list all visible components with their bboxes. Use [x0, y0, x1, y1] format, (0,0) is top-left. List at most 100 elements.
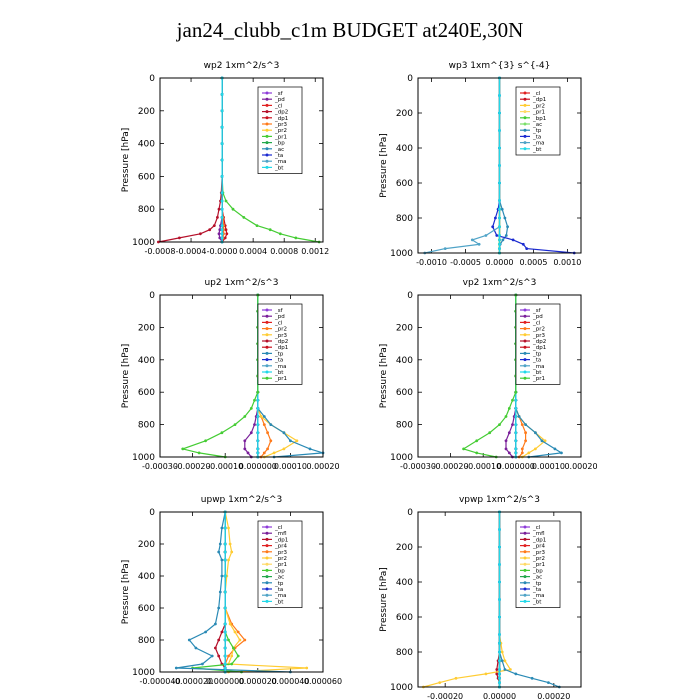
data-point — [216, 216, 219, 219]
data-point — [223, 622, 227, 626]
data-point — [498, 146, 501, 150]
data-point — [520, 451, 524, 455]
legend-label: _cl — [532, 91, 541, 97]
legend-marker — [265, 103, 269, 107]
data-point — [514, 423, 518, 426]
data-point — [514, 431, 518, 435]
data-point — [220, 93, 224, 96]
legend-label: _ac — [274, 147, 284, 153]
data-point — [495, 668, 499, 671]
y-tick-label: 600 — [396, 179, 413, 189]
data-point — [500, 207, 504, 211]
legend-label: _dp1 — [532, 97, 546, 103]
chart-panel-4: vp2 1xm^2/s^3 Pressure [hPa] 0 200 400 600 800… — [379, 278, 598, 471]
x-tick-label: 0.000000 — [497, 462, 535, 471]
data-point — [243, 447, 247, 451]
legend-label: _dp1 — [274, 537, 288, 543]
chart-title: up2 1xm^2/s^3 — [204, 278, 278, 288]
legend-marker — [523, 593, 527, 597]
data-point — [495, 672, 499, 676]
data-point — [217, 207, 221, 211]
legend-marker — [265, 333, 269, 337]
page-title: jan24_clubb_c1m BUDGET at240E,30N — [176, 18, 524, 42]
legend-marker — [265, 141, 269, 145]
legend-label: _pr3 — [274, 333, 288, 339]
y-tick-label: 1000 — [390, 453, 413, 463]
legend-label: _dp1 — [274, 345, 288, 351]
data-point — [243, 415, 247, 418]
data-point — [507, 431, 511, 435]
x-tick-label: -0.00010 — [465, 462, 501, 471]
legend-label: _bt — [532, 147, 542, 153]
y-tick-label: 0 — [149, 508, 155, 518]
data-point — [498, 676, 501, 680]
legend-label: _cl — [274, 525, 283, 531]
legend-marker — [523, 525, 527, 529]
legend-label: _pr3 — [274, 122, 288, 128]
data-point — [223, 662, 227, 666]
data-point — [214, 646, 217, 650]
data-point — [454, 676, 458, 680]
data-point — [498, 545, 501, 549]
chart-title: vpwp 1xm^2/s^3 — [459, 495, 540, 505]
data-point — [560, 451, 563, 455]
data-point — [498, 633, 501, 636]
legend-marker — [523, 128, 527, 132]
legend-marker — [265, 320, 269, 324]
x-tick-label: -0.0005 — [450, 258, 481, 267]
y-axis-label: Pressure [hPa] — [379, 344, 389, 409]
legend-marker — [265, 544, 269, 548]
data-point — [504, 415, 508, 418]
data-point — [540, 439, 544, 443]
legend-marker — [265, 308, 269, 312]
legend-label: _mfl — [532, 531, 545, 537]
data-point — [462, 447, 465, 451]
legend-label: _dp1 — [532, 537, 546, 543]
y-tick-label: 200 — [396, 543, 413, 553]
data-point — [525, 247, 529, 251]
data-point — [256, 439, 260, 443]
data-point — [527, 451, 531, 455]
data-point — [543, 439, 547, 443]
chart-title: vp2 1xm^2/s^3 — [463, 278, 537, 288]
x-tick-label: -0.0008 — [145, 247, 176, 256]
data-point — [218, 228, 222, 232]
series-line-pr2 — [224, 511, 307, 673]
x-tick-label: 0.000060 — [304, 677, 342, 686]
data-point — [509, 668, 512, 671]
data-point — [514, 439, 518, 443]
data-point — [187, 638, 191, 642]
legend-label: _bt — [532, 370, 542, 376]
legend-label: _pd — [274, 314, 285, 320]
data-point — [228, 622, 232, 626]
x-tick-label: 0.000000 — [206, 677, 244, 686]
data-point — [204, 439, 208, 443]
legend-label: _bt — [274, 599, 284, 605]
data-point — [262, 415, 266, 418]
y-tick-label: 400 — [396, 144, 413, 154]
legend-marker — [265, 550, 269, 554]
legend-label: _ta — [274, 587, 283, 593]
data-point — [488, 431, 492, 435]
data-point — [178, 236, 181, 240]
data-point — [217, 232, 221, 236]
data-point — [227, 638, 230, 642]
y-tick-label: 400 — [396, 578, 413, 588]
data-point — [308, 447, 312, 451]
legend-marker — [523, 599, 527, 603]
data-point — [236, 630, 240, 634]
data-point — [498, 238, 501, 242]
data-point — [498, 199, 501, 202]
legend-label: _ta — [532, 134, 541, 140]
data-point — [269, 439, 273, 443]
y-tick-label: 800 — [138, 421, 155, 431]
data-point — [470, 238, 474, 242]
data-point — [204, 630, 208, 634]
plot-frame — [159, 294, 324, 458]
data-point — [498, 650, 501, 654]
legend-label: _ma — [532, 593, 544, 599]
data-point — [212, 224, 216, 228]
data-point — [253, 423, 256, 426]
x-tick-label: 0.00020 — [306, 462, 339, 471]
legend-marker — [523, 568, 527, 572]
